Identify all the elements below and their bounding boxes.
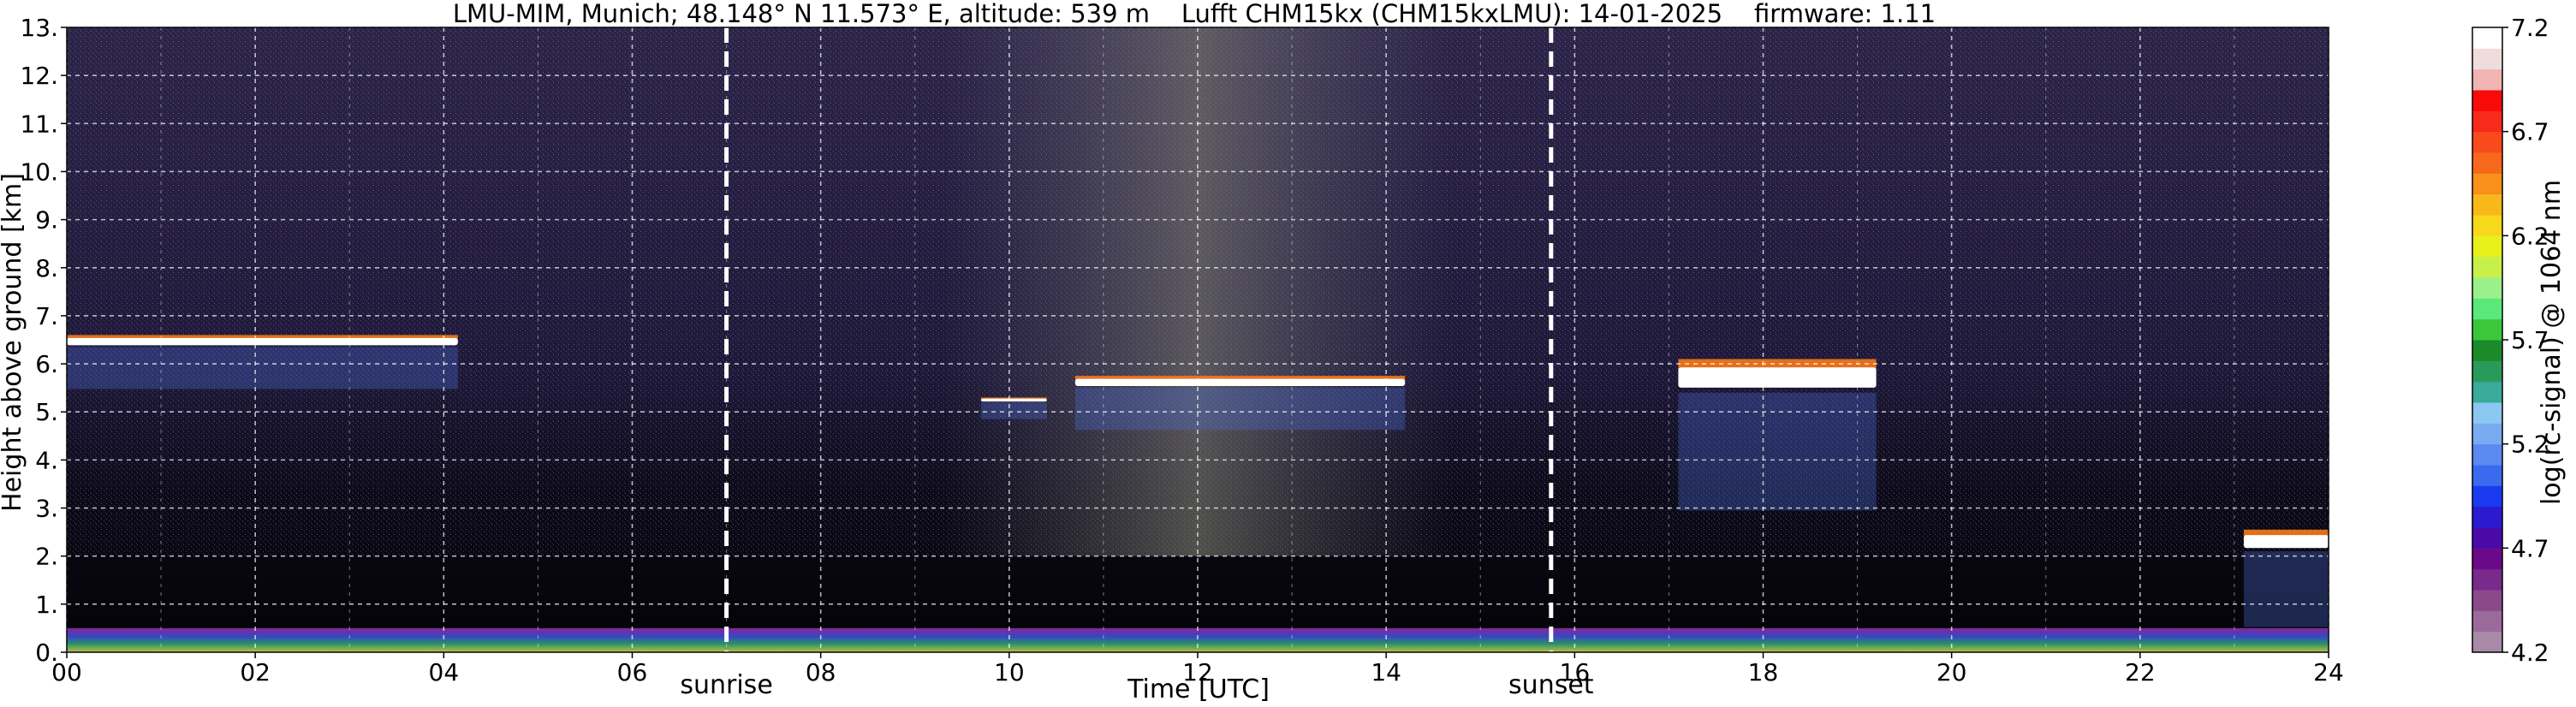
colorbar-tick-label: 7.2 <box>2511 14 2549 42</box>
colorbar-segment <box>2472 68 2502 91</box>
colorbar-segment <box>2472 90 2502 111</box>
cloud-edge-2 <box>1074 376 1406 381</box>
cloud-edge-0 <box>67 335 458 340</box>
cloud-edge-4 <box>2243 529 2329 538</box>
y-tick-label: 8. <box>35 254 58 282</box>
colorbar-tick-label: 5.7 <box>2511 326 2549 354</box>
colorbar-segment <box>2472 298 2502 320</box>
colorbar-segment <box>2472 340 2502 361</box>
colorbar-segment <box>2472 381 2502 403</box>
colorbar-segment <box>2472 173 2502 195</box>
sunrise-label: sunrise <box>680 670 772 700</box>
colorbar-segment <box>2472 193 2502 216</box>
x-tick-label: 10 <box>994 658 1025 686</box>
cloud-virga-1 <box>980 402 1047 419</box>
cloud-1 <box>980 398 1047 402</box>
x-tick-label: 04 <box>429 658 460 686</box>
x-axis-label: Time [UTC] <box>1127 674 1270 704</box>
y-tick-label: 9. <box>35 206 58 235</box>
colorbar-segment <box>2472 465 2502 486</box>
x-tick-label: 00 <box>51 658 82 686</box>
y-tick-label: 0. <box>35 639 58 667</box>
colorbar-segment <box>2472 48 2502 70</box>
x-tick-label: 16 <box>1560 658 1591 686</box>
colorbar-segment <box>2472 215 2502 236</box>
colorbar-segment <box>2472 235 2502 258</box>
colorbar-segment <box>2472 590 2502 611</box>
colorbar-segment <box>2472 423 2502 445</box>
cloud-virga-4 <box>2243 551 2329 627</box>
cloud-3 <box>1678 367 1877 388</box>
x-tick-label: 18 <box>1748 658 1779 686</box>
cloud-2 <box>1074 378 1406 387</box>
y-tick-label: 10. <box>20 157 58 186</box>
colorbar-segment <box>2472 631 2502 653</box>
colorbar-segment <box>2472 610 2502 633</box>
colorbar-segment <box>2472 256 2502 278</box>
colorbar-tick-label: 6.2 <box>2511 222 2549 250</box>
y-tick-label: 2. <box>35 543 58 571</box>
y-tick-label: 4. <box>35 446 58 474</box>
x-tick-label: 06 <box>617 658 648 686</box>
y-tick-label: 12. <box>20 62 58 90</box>
colorbar-segment <box>2472 402 2502 424</box>
colorbar: 4.2 4.7 5.2 5.7 6.2 6.7 7.2 <box>2472 14 2549 667</box>
colorbar-tick-label: 4.7 <box>2511 534 2549 562</box>
colorbar-segment <box>2472 485 2502 508</box>
colorbar-segment <box>2472 568 2502 591</box>
chart-title: LMU-MIM, Munich; 48.148° N 11.573° E, al… <box>453 0 1936 28</box>
cloud-4 <box>2243 535 2329 549</box>
sunset-label: sunset <box>1508 670 1594 700</box>
colorbar-segment <box>2472 548 2502 570</box>
colorbar-segment <box>2472 527 2502 549</box>
y-tick-label: 5. <box>35 398 58 426</box>
colorbar-tick-label: 6.7 <box>2511 118 2549 146</box>
colorbar-tick-label: 4.2 <box>2511 639 2549 667</box>
y-tick-label: 3. <box>35 495 58 523</box>
cloud-virga-0 <box>67 347 458 389</box>
cloud-virga-2 <box>1074 388 1406 431</box>
x-tick-label: 20 <box>1936 658 1967 686</box>
x-tick-label: 02 <box>240 658 271 686</box>
axes: 00 02 04 06 08 10 12 14 16 18 20 22 24 0. 1. 2. 3. 4. 5. 6.… <box>20 14 2343 686</box>
y-axis-label: Height above ground [km] <box>0 173 27 512</box>
colorbar-segment <box>2472 110 2502 133</box>
colorbar-segment <box>2472 27 2502 49</box>
cloud-edge-1 <box>980 397 1047 400</box>
cloud-0 <box>67 337 458 346</box>
y-tick-label: 13. <box>20 14 58 42</box>
x-tick-label: 14 <box>1371 658 1401 686</box>
colorbar-segment <box>2472 152 2502 174</box>
colorbar-segment <box>2472 131 2502 153</box>
aerosol-layer <box>67 627 2329 652</box>
x-tick-label: 12 <box>1182 658 1213 686</box>
colorbar-label: log(rc-signal) @ 1064 nm <box>2537 180 2567 505</box>
x-tick-label: 22 <box>2125 658 2156 686</box>
y-tick-label: 7. <box>35 302 58 330</box>
colorbar-segment <box>2472 443 2502 466</box>
x-tick-label: 24 <box>2313 658 2344 686</box>
colorbar-segment <box>2472 277 2502 299</box>
colorbar-segment <box>2472 360 2502 383</box>
y-tick-label: 1. <box>35 591 58 619</box>
colorbar-segment <box>2472 318 2502 341</box>
y-tick-label: 11. <box>20 110 58 138</box>
colorbar-tick-label: 5.2 <box>2511 431 2549 459</box>
y-tick-label: 6. <box>35 350 58 378</box>
colorbar-segment <box>2472 506 2502 528</box>
cloud-virga-3 <box>1678 392 1877 511</box>
x-tick-label: 08 <box>806 658 836 686</box>
sun-event-lines: sunrise sunset <box>680 27 1594 700</box>
